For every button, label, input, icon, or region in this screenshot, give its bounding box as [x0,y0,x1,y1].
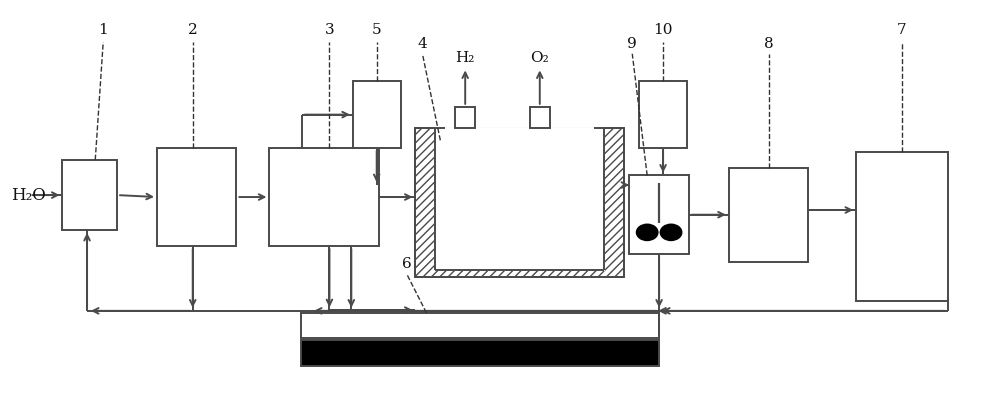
Bar [729,168,808,262]
Text: 3: 3 [325,23,334,37]
Bar [455,107,475,129]
Bar [269,148,379,246]
Text: 2: 2 [188,23,198,37]
Ellipse shape [660,224,682,241]
Text: 8: 8 [764,37,773,51]
Text: 7: 7 [897,23,907,37]
Ellipse shape [636,224,659,241]
Text: O₂: O₂ [530,51,549,65]
Text: H₂O: H₂O [11,187,45,203]
Bar [301,313,659,338]
Bar [353,81,401,148]
Text: 5: 5 [372,23,382,37]
Bar [530,107,550,129]
Bar [62,160,117,230]
Text: 4: 4 [418,37,427,51]
Text: 6: 6 [402,257,411,271]
Bar [629,176,689,254]
Bar [856,152,948,301]
Bar [435,129,604,269]
Text: 9: 9 [627,37,637,51]
Bar [301,340,659,366]
Bar [415,129,624,277]
Bar [157,148,236,246]
Text: H₂: H₂ [456,51,475,65]
Text: 10: 10 [653,23,673,37]
Bar [639,81,687,148]
Text: 1: 1 [98,23,108,37]
